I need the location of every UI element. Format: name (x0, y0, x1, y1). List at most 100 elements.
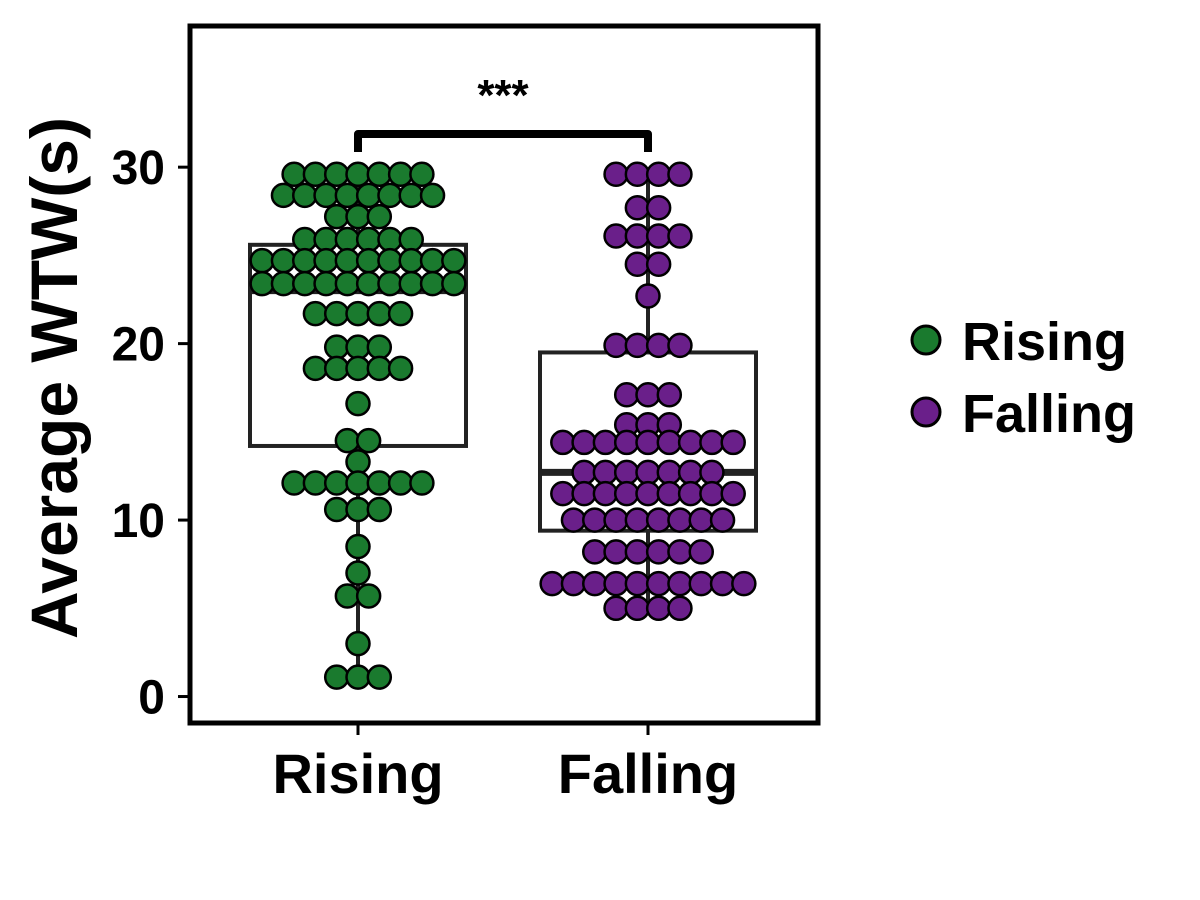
data-point (677, 480, 704, 507)
data-point (624, 539, 651, 565)
data-point (441, 270, 467, 297)
data-point (582, 507, 608, 533)
data-point (355, 583, 382, 609)
data-point (603, 539, 629, 565)
data-point (667, 161, 693, 187)
data-point (366, 496, 393, 523)
data-point (635, 459, 661, 486)
data-point (355, 182, 382, 209)
data-point (334, 182, 361, 209)
data-point (645, 251, 672, 277)
data-point (355, 226, 382, 253)
data-point (688, 507, 714, 533)
data-point (667, 595, 693, 622)
data-point (677, 459, 704, 486)
data-point (645, 194, 672, 221)
data-point (624, 223, 651, 249)
data-point (345, 334, 371, 360)
data-point (419, 182, 446, 209)
data-point (334, 226, 361, 253)
data-point (667, 539, 693, 565)
data-point (323, 161, 350, 187)
data-point (345, 203, 371, 230)
data-point (334, 247, 361, 274)
data-point (355, 270, 382, 297)
data-point (313, 182, 339, 209)
data-point (387, 470, 414, 496)
data-point (377, 247, 403, 274)
significance-label: *** (477, 71, 529, 120)
data-point (366, 470, 393, 496)
data-point (366, 161, 393, 187)
y-axis: 0 10 20 30 (112, 142, 190, 725)
data-point (419, 270, 446, 297)
data-point (323, 203, 350, 230)
data-point (323, 334, 350, 360)
points-rising (249, 161, 467, 690)
data-point (302, 161, 329, 187)
data-point (270, 247, 297, 274)
data-point (292, 182, 318, 209)
y-tick-label: 30 (112, 142, 165, 195)
data-point (720, 480, 746, 507)
x-axis: Rising Falling (272, 723, 738, 805)
data-point (645, 539, 672, 565)
data-point (313, 226, 339, 253)
data-point (334, 427, 361, 454)
data-point (571, 429, 597, 456)
data-point (366, 300, 393, 327)
data-point (345, 496, 371, 523)
data-point (645, 161, 672, 187)
data-point (635, 283, 661, 309)
data-point (560, 507, 587, 533)
data-point (656, 480, 683, 507)
legend: Rising Falling (910, 312, 1136, 444)
data-point (550, 429, 576, 456)
data-point (387, 300, 414, 327)
data-point (323, 470, 350, 496)
data-point (387, 161, 414, 187)
data-point (292, 247, 318, 274)
legend-swatch (910, 396, 942, 428)
data-point (613, 382, 640, 408)
data-point (613, 429, 640, 456)
data-point (366, 334, 393, 360)
data-point (667, 507, 693, 533)
x-tick-label: Rising (272, 742, 443, 805)
data-point (624, 194, 651, 221)
data-point (571, 480, 597, 507)
data-point (345, 161, 371, 187)
data-point (323, 496, 350, 523)
data-point (645, 507, 672, 533)
data-point (688, 570, 714, 597)
data-point (720, 429, 746, 456)
legend-item-rising: Rising (910, 312, 1127, 372)
data-point (292, 226, 318, 253)
data-point (635, 429, 661, 456)
data-point (667, 332, 693, 359)
data-point (249, 270, 275, 297)
data-point (377, 182, 403, 209)
data-point (635, 480, 661, 507)
data-point (613, 459, 640, 486)
data-point (387, 355, 414, 382)
legend-label: Rising (962, 312, 1127, 372)
data-point (699, 480, 725, 507)
data-point (592, 429, 619, 456)
data-point (539, 570, 565, 597)
box-iqr (538, 350, 758, 533)
data-point (270, 270, 297, 297)
data-point (377, 270, 403, 297)
data-point (635, 382, 661, 408)
data-point (613, 480, 640, 507)
data-point (345, 664, 371, 690)
data-point (656, 459, 683, 486)
data-point (624, 251, 651, 277)
data-point (313, 270, 339, 297)
data-point (645, 570, 672, 597)
data-point (624, 332, 651, 359)
data-point (281, 470, 307, 496)
data-point (313, 247, 339, 274)
data-point (603, 161, 629, 187)
